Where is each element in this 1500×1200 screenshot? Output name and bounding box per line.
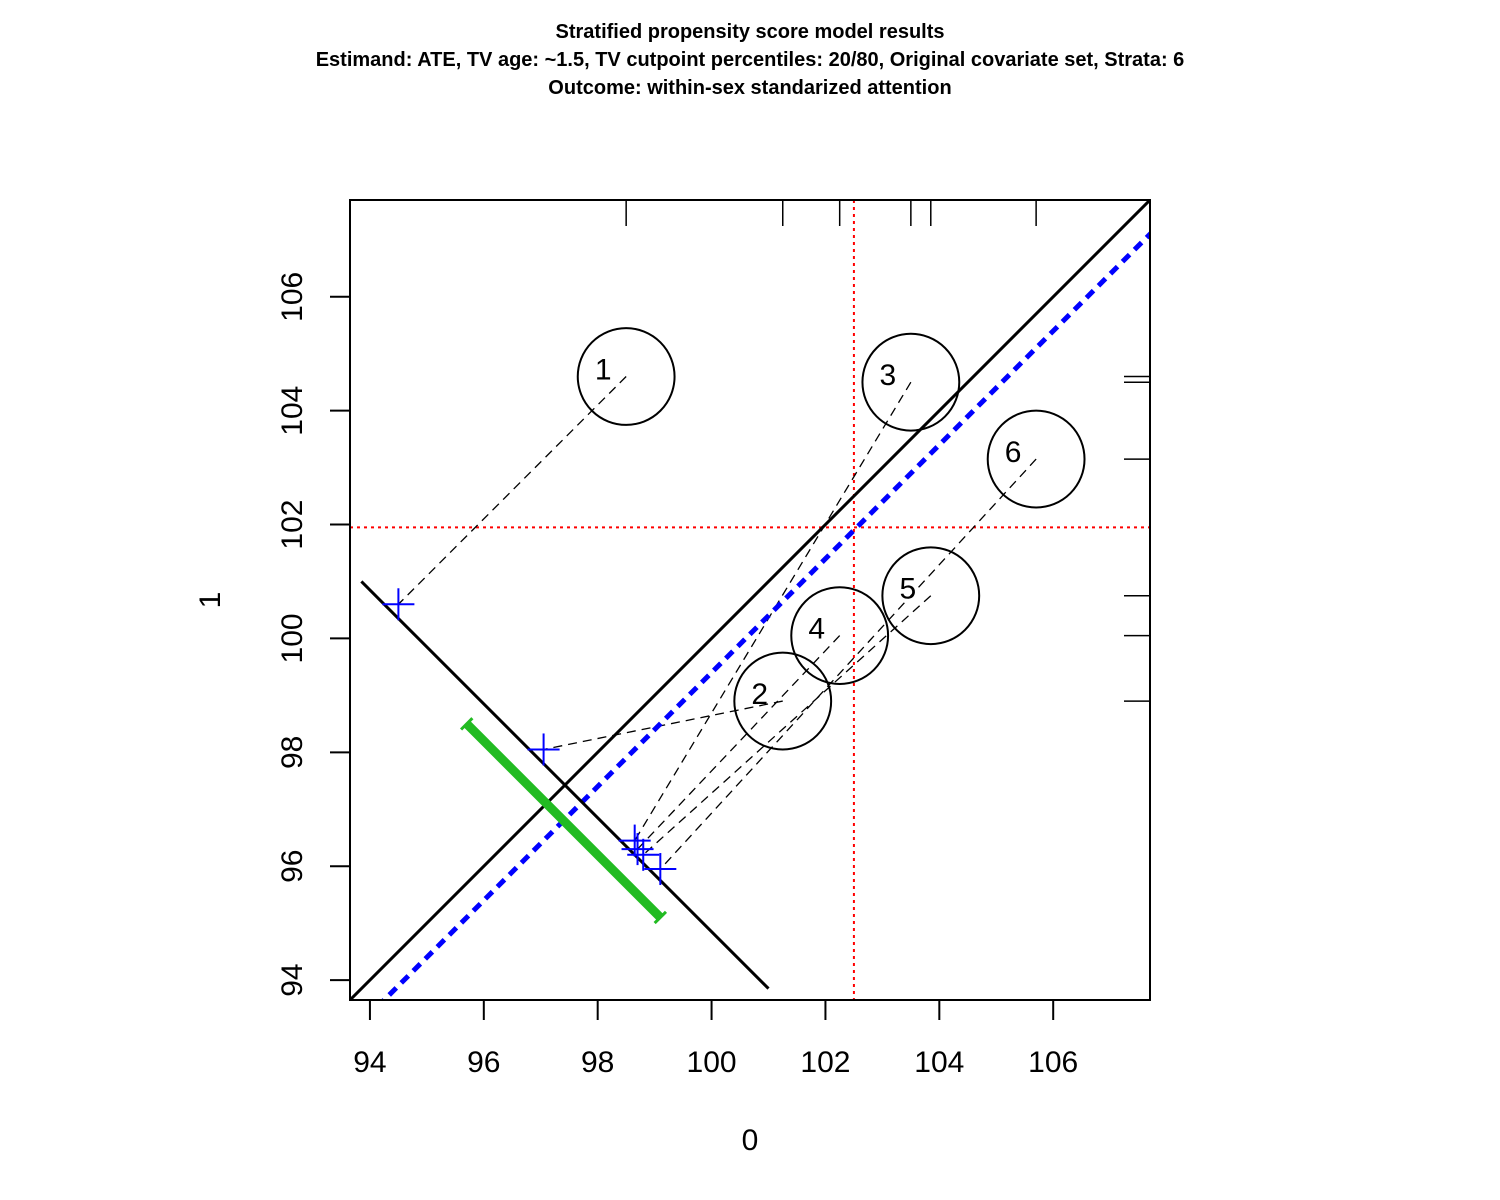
stratum-circle-6 <box>986 409 1086 509</box>
stratum-label-6: 6 <box>1005 436 1022 469</box>
effect-line <box>380 230 1150 1000</box>
projection-line-2 <box>543 700 783 751</box>
projection-line-3 <box>634 381 912 841</box>
projection-axis-line <box>360 580 770 990</box>
confidence-interval-bar <box>463 720 664 921</box>
chart-title-line-3: Outcome: within-sex standarized attentio… <box>548 77 951 99</box>
y-axis-label: 1 <box>194 592 227 609</box>
x-tick-label-102: 102 <box>800 1046 850 1079</box>
stratum-label-5: 5 <box>899 573 916 606</box>
x-tick-label-94: 94 <box>353 1046 386 1079</box>
confidence-interval-cap-end <box>653 910 668 925</box>
plot-content: 1 2 3 4 5 6 <box>350 200 1150 1000</box>
projection-line-1 <box>397 376 627 605</box>
y-tick-label-96: 96 <box>276 850 309 883</box>
stratum-label-3: 3 <box>880 359 897 392</box>
stratum-label-2: 2 <box>751 678 768 711</box>
x-tick-label-104: 104 <box>914 1046 964 1079</box>
chart-title-line-1: Stratified propensity score model result… <box>556 21 945 43</box>
projection-line-6 <box>659 458 1037 870</box>
y-tick-label-98: 98 <box>276 736 309 769</box>
stratum-circle-4 <box>790 586 890 685</box>
projection-line-5 <box>642 595 932 856</box>
x-tick-label-100: 100 <box>687 1046 737 1079</box>
y-tick-label-104: 104 <box>276 386 309 436</box>
confidence-interval-cap-start <box>460 717 474 731</box>
x-axis: 94 96 98 100 102 104 106 <box>353 1000 1078 1079</box>
identity-line <box>350 200 1150 1000</box>
stratum-circle-5 <box>881 546 981 646</box>
chart-title-line-2: Estimand: ATE, TV age: ~1.5, TV cutpoint… <box>316 49 1185 71</box>
stratum-label-1: 1 <box>595 354 612 387</box>
x-tick-label-106: 106 <box>1028 1046 1078 1079</box>
stratum-label-4: 4 <box>808 613 825 646</box>
x-tick-label-96: 96 <box>467 1046 500 1079</box>
y-tick-label-102: 102 <box>276 500 309 550</box>
stratum-circle-1 <box>576 327 676 426</box>
plot-frame <box>349 199 1151 1001</box>
y-tick-label-100: 100 <box>276 613 309 663</box>
y-tick-label-106: 106 <box>276 272 309 322</box>
y-tick-label-94: 94 <box>276 963 309 996</box>
y-axis: 94 96 98 100 102 104 106 <box>276 272 350 997</box>
stratum-circle-2 <box>733 651 833 751</box>
plot-overlay <box>625 200 1150 702</box>
x-tick-label-98: 98 <box>581 1046 614 1079</box>
x-axis-label: 0 <box>742 1124 759 1157</box>
stratum-circle-3 <box>861 332 961 432</box>
